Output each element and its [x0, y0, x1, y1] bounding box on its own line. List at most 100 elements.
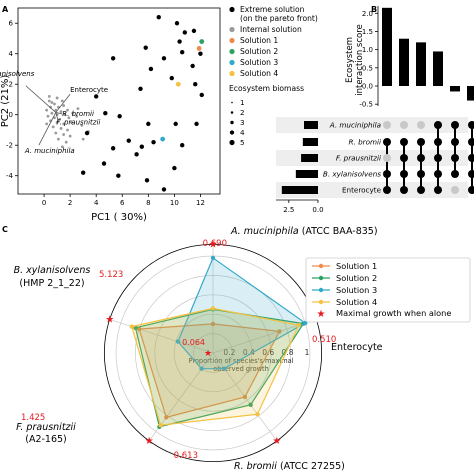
internal-solution-point: [57, 137, 60, 141]
interaction-y-tick-label: 1.0: [362, 46, 373, 54]
star-value-label: 0.690: [203, 239, 227, 249]
pca-size-legend-label: 1: [240, 98, 245, 107]
radar-legend-label: Solution 3: [336, 285, 377, 295]
internal-solution-point: [53, 102, 56, 106]
pca-legend-marker: [229, 37, 235, 44]
pca-y-tick-label: 6: [9, 20, 14, 28]
extreme-solution-point: [190, 63, 195, 69]
extreme-solution-point: [138, 86, 143, 92]
radar-series-point: [242, 394, 248, 400]
upset-membership-dot: [383, 138, 391, 146]
internal-solution-point: [62, 133, 66, 136]
internal-solution-point: [75, 114, 79, 118]
pca-y-tick-label: -4: [6, 172, 14, 180]
loading-arrow: [55, 112, 63, 115]
pca-x-tick-label: 8: [146, 199, 150, 207]
interaction-score-bar: [467, 86, 474, 101]
internal-solution-point: [54, 131, 58, 135]
internal-solution-point: [68, 134, 72, 138]
extreme-solution-point: [110, 56, 116, 61]
pca-y-tick-label: 2: [9, 81, 13, 89]
pca-size-legend-marker: [229, 139, 235, 146]
extreme-solution-point: [180, 143, 185, 148]
extreme-solution-point: [103, 110, 108, 116]
upset-membership-dot: [468, 170, 474, 178]
interaction-score-bar: [416, 42, 426, 86]
extreme-solution-point: [156, 14, 161, 20]
pca-size-legend-title: Ecosystem biomass: [229, 84, 304, 93]
radar-series-area: [131, 307, 300, 426]
pca-size-legend-label: 3: [240, 118, 245, 127]
radar-legend-label: Solution 1: [336, 261, 377, 271]
internal-solution-point: [47, 99, 51, 103]
upset-membership-dot: [417, 138, 425, 146]
radar-series-point: [255, 412, 260, 417]
loading-arrow: [38, 112, 57, 146]
star-value-label: 0.613: [174, 451, 198, 461]
pca-x-tick-label: 6: [120, 199, 125, 207]
pca-legend-label: Solution 4: [240, 69, 278, 78]
center-value-label: 0.064: [182, 338, 205, 347]
radar-spoke: [109, 319, 214, 354]
extreme-solution-point: [117, 114, 122, 119]
interaction-y-axis-label-line2: interaction score: [355, 24, 365, 96]
highlighted-solution-point: [196, 46, 202, 51]
internal-solution-point: [55, 96, 59, 100]
internal-solution-point: [62, 104, 66, 107]
radar-series-point: [210, 255, 216, 261]
pca-legend-label: Solution 3: [240, 58, 278, 67]
pca-x-tick-label: 12: [196, 199, 205, 207]
radar-series-point: [129, 324, 135, 329]
internal-solution-point: [76, 107, 80, 111]
internal-solution-point: [81, 137, 85, 141]
upset-membership-dot: [417, 170, 425, 178]
max-growth-star: ★: [105, 314, 114, 325]
radar-axis-label: B. xylanisolvens: [14, 265, 91, 276]
extreme-solution-point: [161, 56, 167, 61]
pca-y-tick-label: 0: [9, 111, 13, 119]
internal-solution-point: [70, 120, 73, 124]
internal-solution-point: [71, 111, 75, 115]
radar-legend-label: Solution 4: [336, 297, 377, 307]
radar-axis-label: A. muciniphila (ATCC BAA-835): [230, 226, 378, 237]
extreme-solution-point: [180, 50, 185, 55]
radar-axis-sublabel: (A2-165): [25, 434, 67, 445]
radar-axis-label: R. bromii (ATCC 27255): [234, 461, 345, 472]
loading-label: F. prausnitzii: [56, 119, 100, 127]
pca-size-legend-marker: [231, 101, 233, 104]
radar-series-point: [164, 415, 169, 420]
radar-legend-marker: [318, 287, 324, 293]
radar-radial-tick-label: 0.4: [243, 348, 255, 357]
radar-series-point: [248, 402, 253, 407]
radar-axis-label: F. prausnitzii: [16, 422, 76, 433]
interaction-y-tick-label: 2.0: [362, 10, 373, 18]
radar-radial-tick-label: 1: [305, 348, 310, 357]
extreme-solution-point: [80, 170, 86, 175]
radar-radial-tick-label: 0.2: [223, 348, 235, 357]
species-single-bar: [304, 121, 318, 129]
radar-legend-marker: [318, 299, 324, 305]
upset-x-tick-label: 0.0: [312, 206, 323, 214]
upset-membership-dot: [434, 121, 442, 129]
extreme-solution-point: [101, 161, 107, 166]
internal-solution-point: [55, 120, 59, 124]
pca-size-legend-marker: [230, 120, 234, 125]
upset-species-label: Enterocyte: [342, 186, 382, 195]
radar-series-area: [138, 323, 281, 419]
star-value-label: 5.123: [99, 270, 123, 280]
upset-species-label: F. prausnitzii: [336, 154, 381, 163]
pca-legend-marker: [229, 26, 235, 33]
pca-legend-label: Extreme solution: [240, 5, 305, 14]
loading-arrow: [25, 85, 57, 113]
extreme-solution-point: [126, 138, 131, 143]
internal-solution-point: [66, 128, 69, 132]
extreme-solution-point: [194, 121, 199, 127]
internal-solution-point: [45, 108, 49, 112]
upset-membership-dot: [400, 138, 408, 146]
loading-label: Enterocyte: [70, 86, 108, 94]
pca-x-tick-label: 4: [94, 199, 99, 207]
star-value-label: 1.425: [21, 413, 45, 423]
radar-series-area: [177, 257, 307, 370]
internal-solution-point: [80, 123, 84, 127]
extreme-solution-point: [110, 146, 116, 151]
